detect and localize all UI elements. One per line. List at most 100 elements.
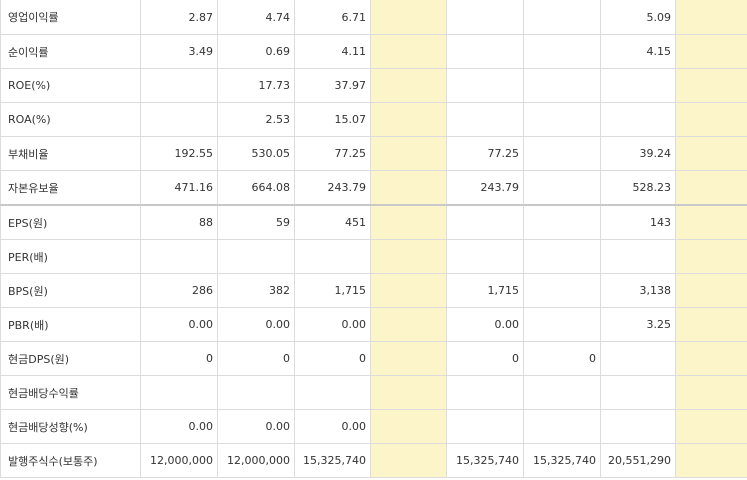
row-label: BPS(원) xyxy=(0,273,141,308)
table-cell xyxy=(523,34,601,69)
table-cell xyxy=(675,102,747,137)
table-cell xyxy=(523,375,601,410)
table-row: ROE(%) 17.73 37.97 xyxy=(0,68,747,103)
table-cell xyxy=(600,341,676,376)
table-cell: 286 xyxy=(140,273,218,308)
row-label: 자본유보율 xyxy=(0,170,141,206)
row-label: 순이익률 xyxy=(0,34,141,69)
table-cell xyxy=(140,239,218,274)
table-cell xyxy=(675,307,747,342)
table-cell xyxy=(446,102,524,137)
table-cell: 20,551,290 xyxy=(600,443,676,478)
table-cell xyxy=(446,34,524,69)
table-row: PER(배) xyxy=(0,239,747,274)
table-cell: 15,325,740 xyxy=(523,443,601,478)
table-cell: 88 xyxy=(140,205,218,240)
table-cell xyxy=(370,102,447,137)
table-cell xyxy=(370,239,447,274)
table-cell: 2.53 xyxy=(217,102,295,137)
table-cell: 37.97 xyxy=(294,68,371,103)
table-cell: 2.87 xyxy=(140,0,218,35)
table-cell: 15,325,740 xyxy=(446,443,524,478)
table-cell xyxy=(675,375,747,410)
table-cell xyxy=(523,68,601,103)
table-cell: 143 xyxy=(600,205,676,240)
table-cell: 3.25 xyxy=(600,307,676,342)
table-cell xyxy=(294,375,371,410)
table-cell: 59 xyxy=(217,205,295,240)
table-cell xyxy=(600,239,676,274)
table-cell xyxy=(675,239,747,274)
table-cell: 382 xyxy=(217,273,295,308)
table-cell xyxy=(523,170,601,206)
table-cell: 0.00 xyxy=(446,307,524,342)
table-cell xyxy=(675,443,747,478)
table-cell xyxy=(523,307,601,342)
table-cell: 77.25 xyxy=(294,136,371,171)
table-cell xyxy=(370,170,447,206)
table-cell: 12,000,000 xyxy=(217,443,295,478)
table-cell xyxy=(523,136,601,171)
table-cell xyxy=(217,375,295,410)
table-cell xyxy=(140,375,218,410)
table-cell xyxy=(370,375,447,410)
table-cell xyxy=(370,0,447,35)
table-cell: 528.23 xyxy=(600,170,676,206)
table-cell xyxy=(675,68,747,103)
table-row: PBR(배) 0.00 0.00 0.00 0.00 3.25 xyxy=(0,307,747,342)
row-label: 현금DPS(원) xyxy=(0,341,141,376)
table-cell: 0.00 xyxy=(294,307,371,342)
table-cell: 3,138 xyxy=(600,273,676,308)
table-cell xyxy=(370,273,447,308)
table-cell: 0 xyxy=(523,341,601,376)
table-row: 현금DPS(원) 0 0 0 0 0 xyxy=(0,341,747,376)
table-cell: 0 xyxy=(294,341,371,376)
table-cell: 0 xyxy=(446,341,524,376)
table-cell xyxy=(523,273,601,308)
table-cell xyxy=(446,205,524,240)
table-cell: 4.15 xyxy=(600,34,676,69)
table-row: 영업이익률 2.87 4.74 6.71 5.09 xyxy=(0,0,747,35)
table-cell: 0.00 xyxy=(140,409,218,444)
table-cell: 0.00 xyxy=(217,307,295,342)
table-cell: 0 xyxy=(140,341,218,376)
table-cell: 0.00 xyxy=(294,409,371,444)
table-cell: 6.71 xyxy=(294,0,371,35)
table-cell: 3.49 xyxy=(140,34,218,69)
row-label: 발행주식수(보통주) xyxy=(0,443,141,478)
table-cell xyxy=(446,239,524,274)
table-row: 현금배당수익률 xyxy=(0,375,747,410)
table-row: 현금배당성향(%) 0.00 0.00 0.00 xyxy=(0,409,747,444)
table-cell xyxy=(370,205,447,240)
row-label: ROA(%) xyxy=(0,102,141,137)
table-row: 부채비율 192.55 530.05 77.25 77.25 39.24 xyxy=(0,136,747,171)
table-cell xyxy=(600,375,676,410)
table-cell: 530.05 xyxy=(217,136,295,171)
table-cell xyxy=(370,443,447,478)
table-cell xyxy=(523,102,601,137)
table-cell xyxy=(370,34,447,69)
table-cell: 243.79 xyxy=(294,170,371,206)
table-cell: 39.24 xyxy=(600,136,676,171)
table-cell xyxy=(600,102,676,137)
table-cell: 15.07 xyxy=(294,102,371,137)
row-label: 현금배당성향(%) xyxy=(0,409,141,444)
table-cell xyxy=(675,409,747,444)
table-cell xyxy=(140,102,218,137)
table-cell xyxy=(523,0,601,35)
table-row: 발행주식수(보통주) 12,000,000 12,000,000 15,325,740… xyxy=(0,443,747,478)
table-cell xyxy=(294,239,371,274)
row-label: EPS(원) xyxy=(0,205,141,240)
table-row: 자본유보율 471.16 664.08 243.79 243.79 528.23 xyxy=(0,170,747,206)
table-cell: 471.16 xyxy=(140,170,218,206)
table-cell xyxy=(370,136,447,171)
table-cell xyxy=(523,205,601,240)
table-cell xyxy=(370,307,447,342)
table-row: 순이익률 3.49 0.69 4.11 4.15 xyxy=(0,34,747,69)
table-cell: 4.74 xyxy=(217,0,295,35)
table-cell: 0.00 xyxy=(140,307,218,342)
table-cell: 1,715 xyxy=(446,273,524,308)
table-cell: 243.79 xyxy=(446,170,524,206)
table-cell xyxy=(446,409,524,444)
